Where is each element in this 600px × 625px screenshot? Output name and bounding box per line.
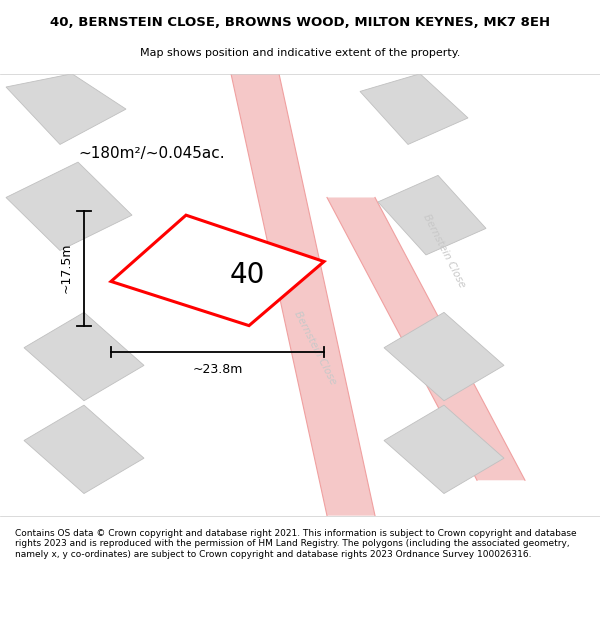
Polygon shape bbox=[24, 405, 144, 494]
Polygon shape bbox=[24, 312, 144, 401]
Polygon shape bbox=[111, 215, 324, 326]
Text: Contains OS data © Crown copyright and database right 2021. This information is : Contains OS data © Crown copyright and d… bbox=[15, 529, 577, 559]
Text: ~23.8m: ~23.8m bbox=[193, 363, 242, 376]
Text: Map shows position and indicative extent of the property.: Map shows position and indicative extent… bbox=[140, 48, 460, 58]
Polygon shape bbox=[384, 312, 504, 401]
Text: Bernstein Close: Bernstein Close bbox=[292, 309, 338, 386]
Polygon shape bbox=[6, 74, 126, 144]
Text: ~17.5m: ~17.5m bbox=[59, 243, 73, 293]
Text: 40, BERNSTEIN CLOSE, BROWNS WOOD, MILTON KEYNES, MK7 8EH: 40, BERNSTEIN CLOSE, BROWNS WOOD, MILTON… bbox=[50, 16, 550, 29]
Polygon shape bbox=[360, 74, 468, 144]
Polygon shape bbox=[6, 162, 132, 251]
Polygon shape bbox=[378, 176, 486, 255]
Text: ~180m²/~0.045ac.: ~180m²/~0.045ac. bbox=[78, 146, 224, 161]
Polygon shape bbox=[231, 74, 375, 516]
Polygon shape bbox=[327, 198, 525, 480]
Text: Bernstein Close: Bernstein Close bbox=[421, 212, 467, 289]
Text: 40: 40 bbox=[230, 261, 265, 289]
Polygon shape bbox=[384, 405, 504, 494]
